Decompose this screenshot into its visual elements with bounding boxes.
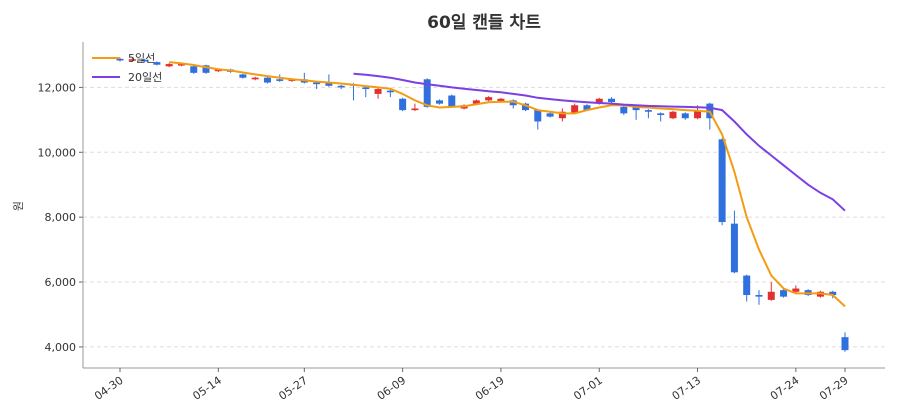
y-tick-label: 12,000: [38, 81, 77, 94]
candle-body: [718, 139, 726, 223]
x-tick-label: 04-30: [92, 374, 126, 403]
candle-body: [522, 103, 530, 111]
x-tick-label: 05-27: [276, 374, 310, 403]
candle-body: [448, 95, 456, 107]
x-tick-label: 06-19: [473, 374, 507, 403]
candle-body: [251, 77, 259, 80]
candle-body: [177, 64, 185, 66]
x-tick-label: 07-29: [817, 374, 851, 403]
y-tick-label: 6,000: [45, 276, 77, 289]
x-tick-label: 07-24: [768, 374, 802, 403]
candle-body: [337, 85, 345, 88]
candle-body: [411, 108, 419, 111]
y-tick-label: 8,000: [45, 211, 77, 224]
candle-body: [829, 291, 837, 296]
x-tick-label: 07-13: [670, 374, 704, 403]
candle-body: [435, 100, 443, 104]
candle-body: [325, 82, 333, 86]
ma-line: [353, 72, 846, 212]
candle-body: [558, 111, 566, 119]
candle-body: [644, 110, 652, 112]
candle-body: [694, 110, 702, 119]
candle-body: [214, 69, 222, 72]
candle-body: [755, 295, 763, 297]
candle-body: [595, 98, 603, 104]
ma-line: [169, 61, 846, 308]
x-tick-label: 06-09: [375, 374, 409, 403]
candle-body: [497, 98, 505, 103]
candle-body: [583, 105, 591, 111]
candle-body: [239, 74, 247, 78]
y-axis-label: 원: [12, 201, 25, 211]
candle-body: [546, 113, 554, 117]
candle-body: [386, 90, 394, 93]
legend-label: 20일선: [128, 70, 162, 84]
candle-body: [399, 98, 407, 111]
candle-body: [681, 113, 689, 119]
candle-body: [116, 58, 124, 61]
y-tick-label: 10,000: [38, 146, 77, 159]
x-tick-label: 05-14: [190, 374, 224, 403]
candle-body: [485, 97, 493, 101]
candle-body: [313, 82, 321, 85]
candle-body: [128, 59, 136, 61]
y-tick-label: 4,000: [45, 341, 77, 354]
candle-body: [620, 106, 628, 114]
candle-body: [534, 110, 542, 122]
candle-body: [423, 79, 431, 107]
candle-body: [743, 275, 751, 296]
candle-body: [571, 105, 579, 114]
candle-body: [632, 106, 640, 111]
candle-body: [165, 64, 173, 67]
candle-body: [608, 98, 616, 103]
candle-body: [657, 113, 665, 115]
candle-body: [730, 223, 738, 273]
candle-body: [792, 288, 800, 292]
candle-body: [141, 59, 149, 62]
x-tick-label: 07-01: [571, 374, 605, 403]
candle-body: [362, 87, 370, 90]
candle-body: [263, 77, 271, 83]
candle-body: [202, 65, 210, 73]
candle-body: [276, 79, 284, 81]
candle-body: [190, 66, 198, 73]
candle-body: [153, 62, 161, 65]
candle-body: [509, 100, 517, 106]
candle-body: [472, 100, 480, 104]
candle-body: [374, 89, 382, 94]
candle-body: [780, 290, 788, 297]
candle-body: [669, 111, 677, 119]
chart-title: 60일 캔들 차트: [427, 13, 541, 33]
candle-body: [767, 291, 775, 300]
legend-label: 5일선: [128, 51, 155, 65]
candle-body: [841, 337, 849, 351]
